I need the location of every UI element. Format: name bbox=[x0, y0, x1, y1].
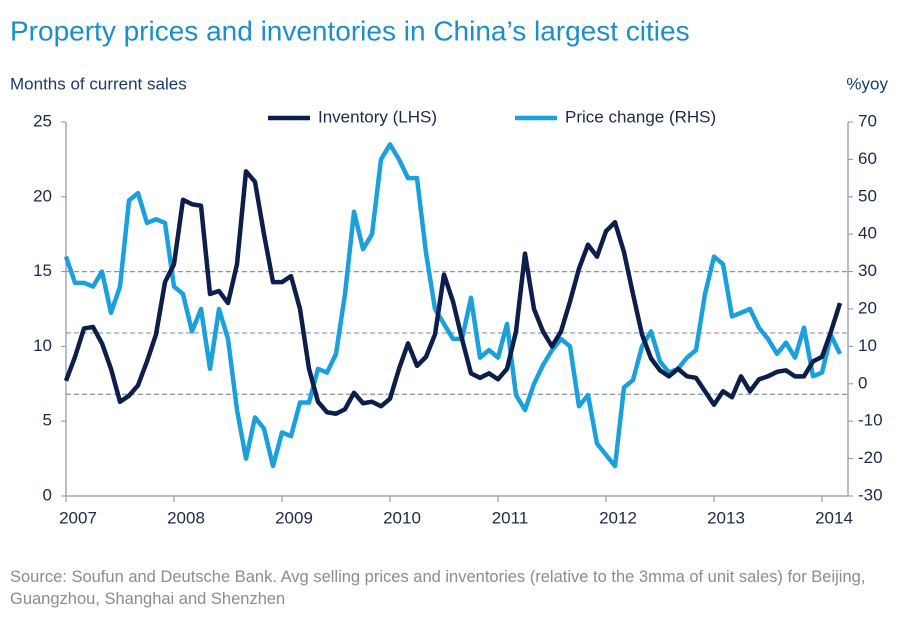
legend-label: Inventory (LHS) bbox=[318, 107, 437, 126]
y-tick-label: 10 bbox=[33, 336, 52, 355]
y2-axis-label: %yoy bbox=[846, 74, 888, 93]
x-tick-label: 2013 bbox=[707, 508, 745, 527]
y-tick-label: 0 bbox=[43, 485, 52, 504]
x-tick-label: 2010 bbox=[383, 508, 421, 527]
x-tick-label: 2007 bbox=[59, 508, 97, 527]
y2-tick-label: -10 bbox=[858, 411, 883, 430]
series-line bbox=[63, 142, 843, 469]
y2-tick-label: 40 bbox=[858, 224, 877, 243]
y2-tick-label: 50 bbox=[858, 186, 877, 205]
x-tick-label: 2014 bbox=[815, 508, 853, 527]
y2-tick-label: -20 bbox=[858, 448, 883, 467]
chart: Property prices and inventories in China… bbox=[10, 15, 888, 527]
y-tick-label: 25 bbox=[33, 111, 52, 130]
x-tick-label: 2009 bbox=[275, 508, 313, 527]
y2-tick-label: 60 bbox=[858, 149, 877, 168]
y2-tick-label: 0 bbox=[858, 373, 867, 392]
y-axis-label: Months of current sales bbox=[10, 74, 187, 93]
y2-tick-label: 20 bbox=[858, 298, 877, 317]
source-note: Source: Soufun and Deutsche Bank. Avg se… bbox=[10, 568, 866, 608]
series-line bbox=[63, 169, 843, 416]
y-tick-label: 5 bbox=[43, 411, 52, 430]
y2-tick-label: 70 bbox=[858, 111, 877, 130]
x-tick-label: 2008 bbox=[167, 508, 205, 527]
legend-label: Price change (RHS) bbox=[565, 107, 716, 126]
y-tick-label: 20 bbox=[33, 186, 52, 205]
chart-title: Property prices and inventories in China… bbox=[10, 15, 690, 46]
x-tick-label: 2011 bbox=[492, 508, 529, 527]
x-tick-label: 2012 bbox=[599, 508, 637, 527]
y2-tick-label: 10 bbox=[858, 336, 877, 355]
y2-tick-label: 30 bbox=[858, 261, 877, 280]
y-tick-label: 15 bbox=[33, 261, 52, 280]
y2-tick-label: -30 bbox=[858, 485, 883, 504]
